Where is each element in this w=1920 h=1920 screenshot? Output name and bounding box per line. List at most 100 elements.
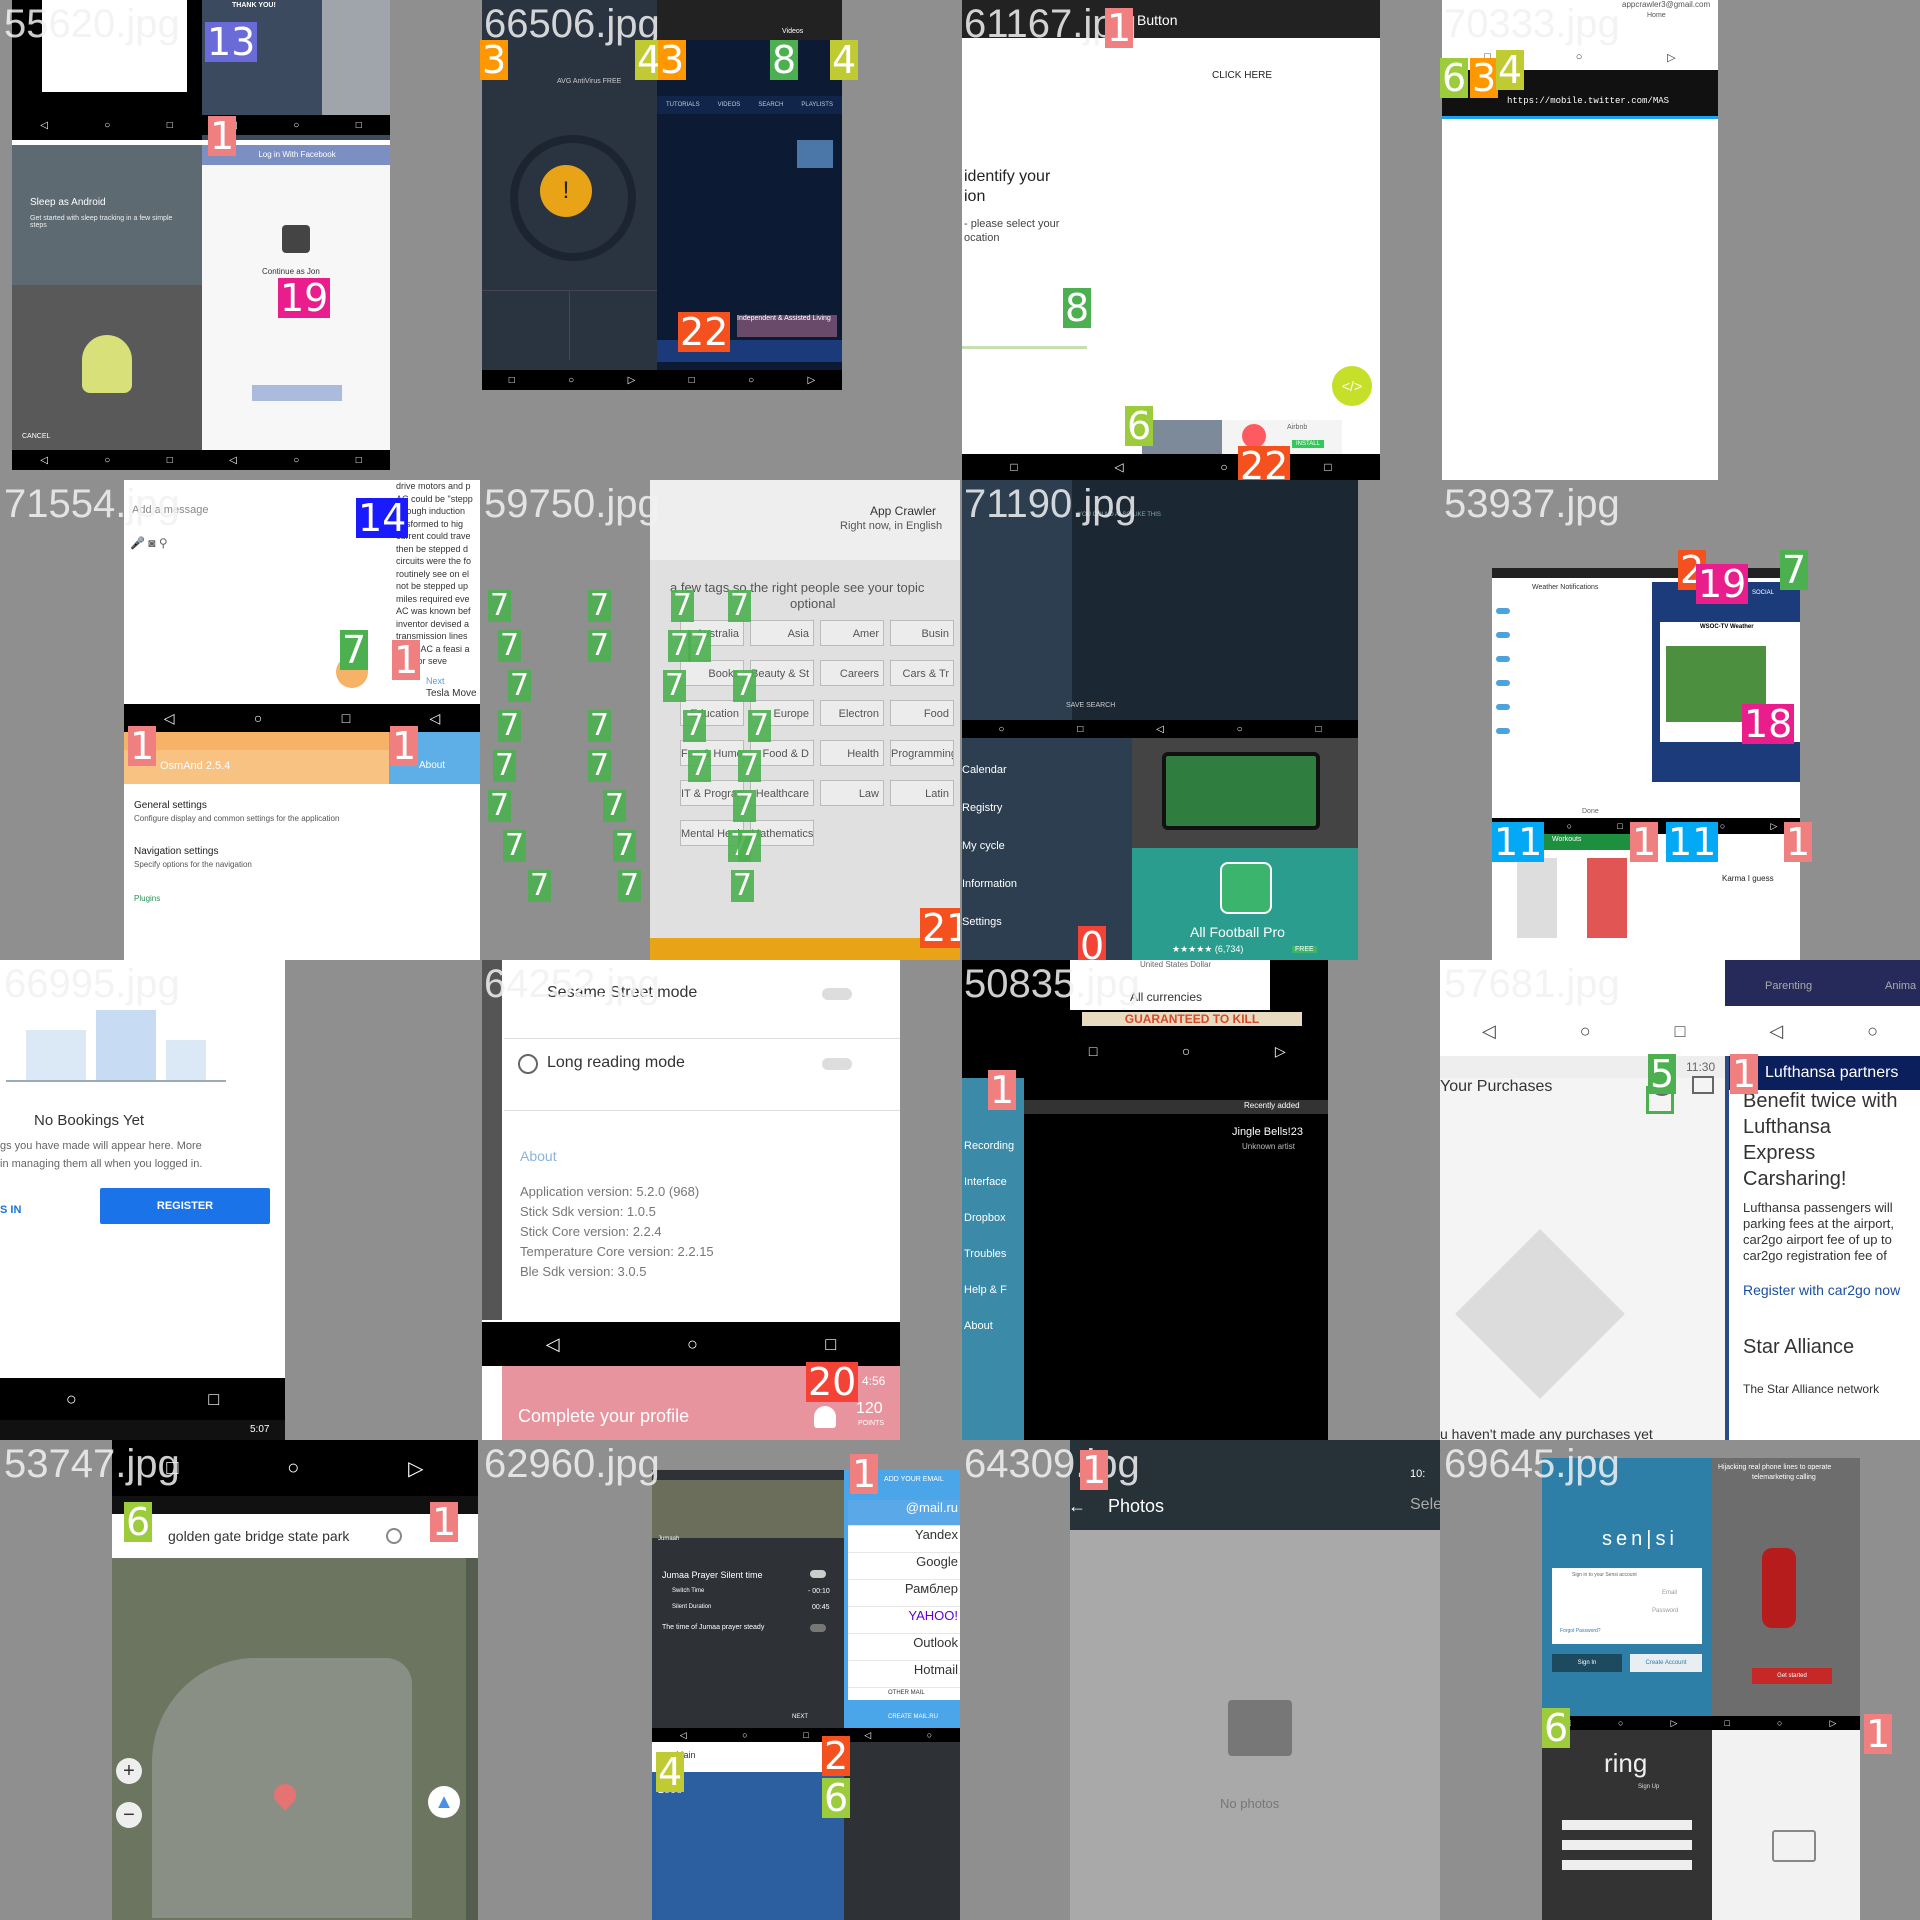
sesame-toggle[interactable] (822, 988, 852, 1000)
code-fab[interactable]: </> (1332, 366, 1372, 406)
silent-duration-value[interactable]: 00:45 (812, 1604, 830, 1611)
identify-text: identify your (964, 168, 1051, 185)
map-search-input[interactable]: golden gate bridge state park (168, 1528, 350, 1544)
plugins-link[interactable]: Plugins (134, 894, 161, 903)
url-bar[interactable]: https://mobile.twitter.com/MAS (1507, 96, 1670, 106)
red-phone-image (1762, 1548, 1796, 1628)
topic-tag[interactable]: Health (820, 740, 884, 766)
topic-tag[interactable]: IT & Programmi (680, 780, 744, 806)
tab-videos[interactable]: VIDEOS (717, 102, 741, 108)
topic-tag[interactable]: Cars & Tr (890, 660, 954, 686)
save-search-label[interactable]: SAVE SEARCH (1066, 702, 1116, 709)
cancel-button[interactable]: CANCEL (22, 433, 51, 440)
tab-search[interactable]: SEARCH (758, 102, 784, 108)
menu-item[interactable]: My cycle (962, 840, 1005, 852)
zoom-out-button[interactable]: − (116, 1802, 142, 1828)
steady-toggle[interactable] (810, 1624, 826, 1632)
register-button[interactable]: REGISTER (100, 1188, 270, 1224)
email-provider-item[interactable]: @mail.ru (848, 1500, 960, 1526)
register-car2go-link[interactable]: Register with car2go now (1743, 1282, 1901, 1298)
password-field[interactable]: Password (1652, 1608, 1679, 1614)
topic-tag[interactable]: Asia (750, 620, 814, 646)
topic-tag[interactable]: Electron (820, 700, 884, 726)
song-title[interactable]: Jingle Bells!23 (1232, 1126, 1303, 1138)
tab-tutorials[interactable]: TUTORIALS (666, 102, 700, 108)
side-menu-item[interactable]: Dropbox (964, 1212, 1006, 1224)
next-link[interactable]: Next (426, 676, 445, 686)
ad-banner[interactable]: Independent & Assisted Living (737, 315, 837, 337)
email-provider-item[interactable]: Yandex (848, 1527, 960, 1553)
notification-toggle[interactable] (1496, 608, 1510, 614)
search-icon[interactable] (386, 1528, 402, 1544)
sesame-street-row[interactable]: Sesame Street mode (502, 974, 900, 1018)
tab-playlists[interactable]: PLAYLISTS (801, 102, 833, 108)
email-provider-item[interactable]: Hotmail (848, 1662, 960, 1688)
side-menu-item[interactable]: Troubles (964, 1248, 1007, 1260)
get-started-button[interactable]: Get started (1752, 1668, 1832, 1684)
topic-tag[interactable]: Programming (890, 740, 954, 766)
email-provider-item[interactable]: Outlook (848, 1635, 960, 1661)
side-menu-item[interactable]: Recording (964, 1140, 1015, 1152)
notification-toggle[interactable] (1496, 680, 1510, 686)
topic-tag[interactable]: Healthcare (750, 780, 814, 806)
clock-icon (518, 1054, 538, 1074)
topic-tag[interactable]: Amer (820, 620, 884, 646)
select-button[interactable]: Sele (1410, 1496, 1440, 1513)
badge: 7 (340, 628, 369, 672)
notification-toggle[interactable] (1496, 656, 1510, 662)
other-mail-item[interactable]: OTHER MAIL (888, 1690, 925, 1696)
badge: 7 (668, 628, 692, 663)
menu-item[interactable]: Calendar (962, 764, 1007, 776)
long-reading-row[interactable]: Long reading mode (502, 1044, 900, 1088)
topic-tag[interactable]: Food (890, 700, 954, 726)
email-field[interactable]: Email (1662, 1590, 1678, 1596)
email-provider-item[interactable]: YAHOO! (848, 1608, 960, 1634)
sign-in-button[interactable]: Sign In (1552, 1654, 1622, 1672)
badge: 7 (688, 628, 712, 663)
create-mail-button[interactable]: CREATE MAIL.RU (888, 1714, 938, 1720)
notification-toggle[interactable] (1496, 704, 1510, 710)
navigation-settings-item[interactable]: Navigation settings (134, 846, 219, 857)
sign-in-link[interactable]: S IN (0, 1204, 22, 1216)
badge: 7 (731, 868, 755, 903)
general-settings-item[interactable]: General settings (134, 800, 207, 811)
menu-item[interactable]: Information (962, 878, 1018, 890)
click-here-button[interactable]: CLICK HERE (1212, 70, 1273, 81)
menu-item[interactable]: Registry (962, 802, 1003, 814)
guaranteed-banner[interactable]: GUARANTEED TO KILL (1082, 1012, 1302, 1026)
continue-button[interactable] (252, 385, 342, 401)
all-currencies-label[interactable]: All currencies (1130, 990, 1203, 1004)
email-provider-item[interactable]: Google (848, 1554, 960, 1580)
zoom-in-button[interactable]: + (116, 1758, 142, 1784)
next-button[interactable]: NEXT (792, 1714, 809, 1720)
forgot-password-link[interactable]: Forgot Password? (1560, 1628, 1601, 1634)
topic-tag[interactable]: Careers (820, 660, 884, 686)
message-input[interactable]: Add a message (132, 504, 209, 516)
bell-icon[interactable] (814, 1406, 836, 1428)
satellite-map[interactable] (112, 1558, 466, 1920)
email-provider-item[interactable]: Рамблер (848, 1581, 960, 1607)
compass-icon[interactable]: ▲ (428, 1786, 460, 1818)
notification-toggle[interactable] (1496, 632, 1510, 638)
topic-tag[interactable]: Law (820, 780, 884, 806)
badge: 7 (613, 828, 637, 863)
menu-item[interactable]: Settings (962, 916, 1002, 928)
topic-tag[interactable]: Latin (890, 780, 954, 806)
cart-icon[interactable] (1692, 1076, 1714, 1094)
warning-icon[interactable]: ! (540, 165, 592, 217)
side-menu-item[interactable]: About (964, 1320, 993, 1332)
long-reading-toggle[interactable] (822, 1058, 852, 1070)
notification-toggle[interactable] (1496, 728, 1510, 734)
topic-tag[interactable]: Beauty & St (750, 660, 814, 686)
create-account-button[interactable]: Create Account (1630, 1654, 1702, 1672)
switch-time-value[interactable]: - 00:10 (808, 1588, 830, 1595)
complete-profile-label[interactable]: Complete your profile (518, 1406, 690, 1426)
done-button[interactable]: Done (1582, 808, 1599, 815)
side-menu-item[interactable]: Interface (964, 1176, 1007, 1188)
side-menu-item[interactable]: Help & F (964, 1284, 1007, 1296)
topic-tag[interactable]: Busin (890, 620, 954, 646)
silent-toggle[interactable] (810, 1570, 826, 1578)
back-arrow-icon[interactable]: ← (1070, 1496, 1086, 1516)
ring-signup[interactable]: Sign Up (1638, 1784, 1660, 1790)
install-button[interactable]: INSTALL (1292, 440, 1324, 448)
